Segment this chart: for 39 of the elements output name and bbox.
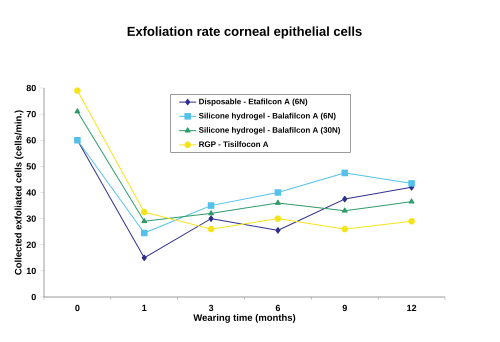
y-axis-title: Collected exfoliated cells (cells/min.) bbox=[14, 110, 24, 275]
point bbox=[74, 108, 80, 114]
point bbox=[74, 87, 81, 94]
point bbox=[275, 227, 281, 234]
x-tick-label: 1 bbox=[142, 304, 146, 311]
point bbox=[341, 226, 348, 232]
chart-title: Exfoliation rate corneal epithelial cells bbox=[128, 26, 362, 39]
point bbox=[140, 208, 148, 216]
y-tick-label: 60 bbox=[26, 137, 36, 144]
y-tick-label: 70 bbox=[26, 110, 36, 118]
point bbox=[141, 218, 148, 224]
point bbox=[142, 254, 147, 262]
point bbox=[274, 189, 282, 196]
point bbox=[208, 215, 214, 222]
y-tick-label: 30 bbox=[26, 215, 36, 222]
point bbox=[208, 226, 214, 232]
point bbox=[341, 170, 348, 176]
point bbox=[342, 208, 348, 213]
y-tick-label: 80 bbox=[26, 84, 36, 92]
y-tick-label: 0 bbox=[32, 294, 36, 300]
point bbox=[208, 210, 214, 216]
point bbox=[274, 215, 282, 222]
x-tick-label: 0 bbox=[75, 304, 80, 312]
x-tick-label: 6 bbox=[276, 304, 280, 312]
point bbox=[275, 200, 281, 205]
point bbox=[408, 198, 415, 204]
y-tick-label: 40 bbox=[26, 189, 36, 196]
point bbox=[140, 230, 148, 236]
point bbox=[408, 180, 415, 187]
x-tick-label: 9 bbox=[342, 304, 347, 312]
point bbox=[208, 202, 214, 209]
y-tick-label: 20 bbox=[26, 242, 36, 248]
point bbox=[408, 218, 415, 225]
x-tick-label: 12 bbox=[407, 304, 416, 312]
y-tick-label: 10 bbox=[26, 268, 36, 274]
point bbox=[342, 196, 348, 202]
x-axis-title: Wearing time (months) bbox=[193, 314, 296, 323]
x-tick-label: 3 bbox=[208, 304, 214, 312]
y-tick-label: 50 bbox=[26, 163, 36, 170]
